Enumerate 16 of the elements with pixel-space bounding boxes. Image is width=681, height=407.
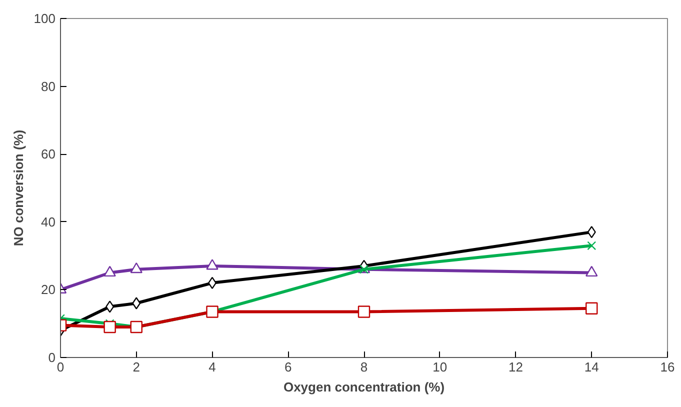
x-axis-title: Oxygen concentration (%) <box>283 380 445 394</box>
y-tick-label: 0 <box>48 350 56 365</box>
y-tick-label: 80 <box>41 78 56 94</box>
x-tick-label: 12 <box>508 360 523 374</box>
y-tick-label: 100 <box>34 11 56 26</box>
x-tick-label: 14 <box>584 360 599 374</box>
y-tick-label: 60 <box>41 146 56 162</box>
y-tick-label: 20 <box>41 282 56 298</box>
y-axis-title: NO conversion (%) <box>10 130 26 246</box>
x-tick-label: 6 <box>284 360 292 374</box>
x-tick-label: 16 <box>660 360 675 374</box>
x-tick-label: 8 <box>360 360 368 374</box>
y-tick-label: 40 <box>41 214 56 230</box>
x-tick-label: 2 <box>132 360 140 374</box>
x-tick-label: 4 <box>208 360 216 374</box>
x-tick-label: 10 <box>432 360 448 374</box>
